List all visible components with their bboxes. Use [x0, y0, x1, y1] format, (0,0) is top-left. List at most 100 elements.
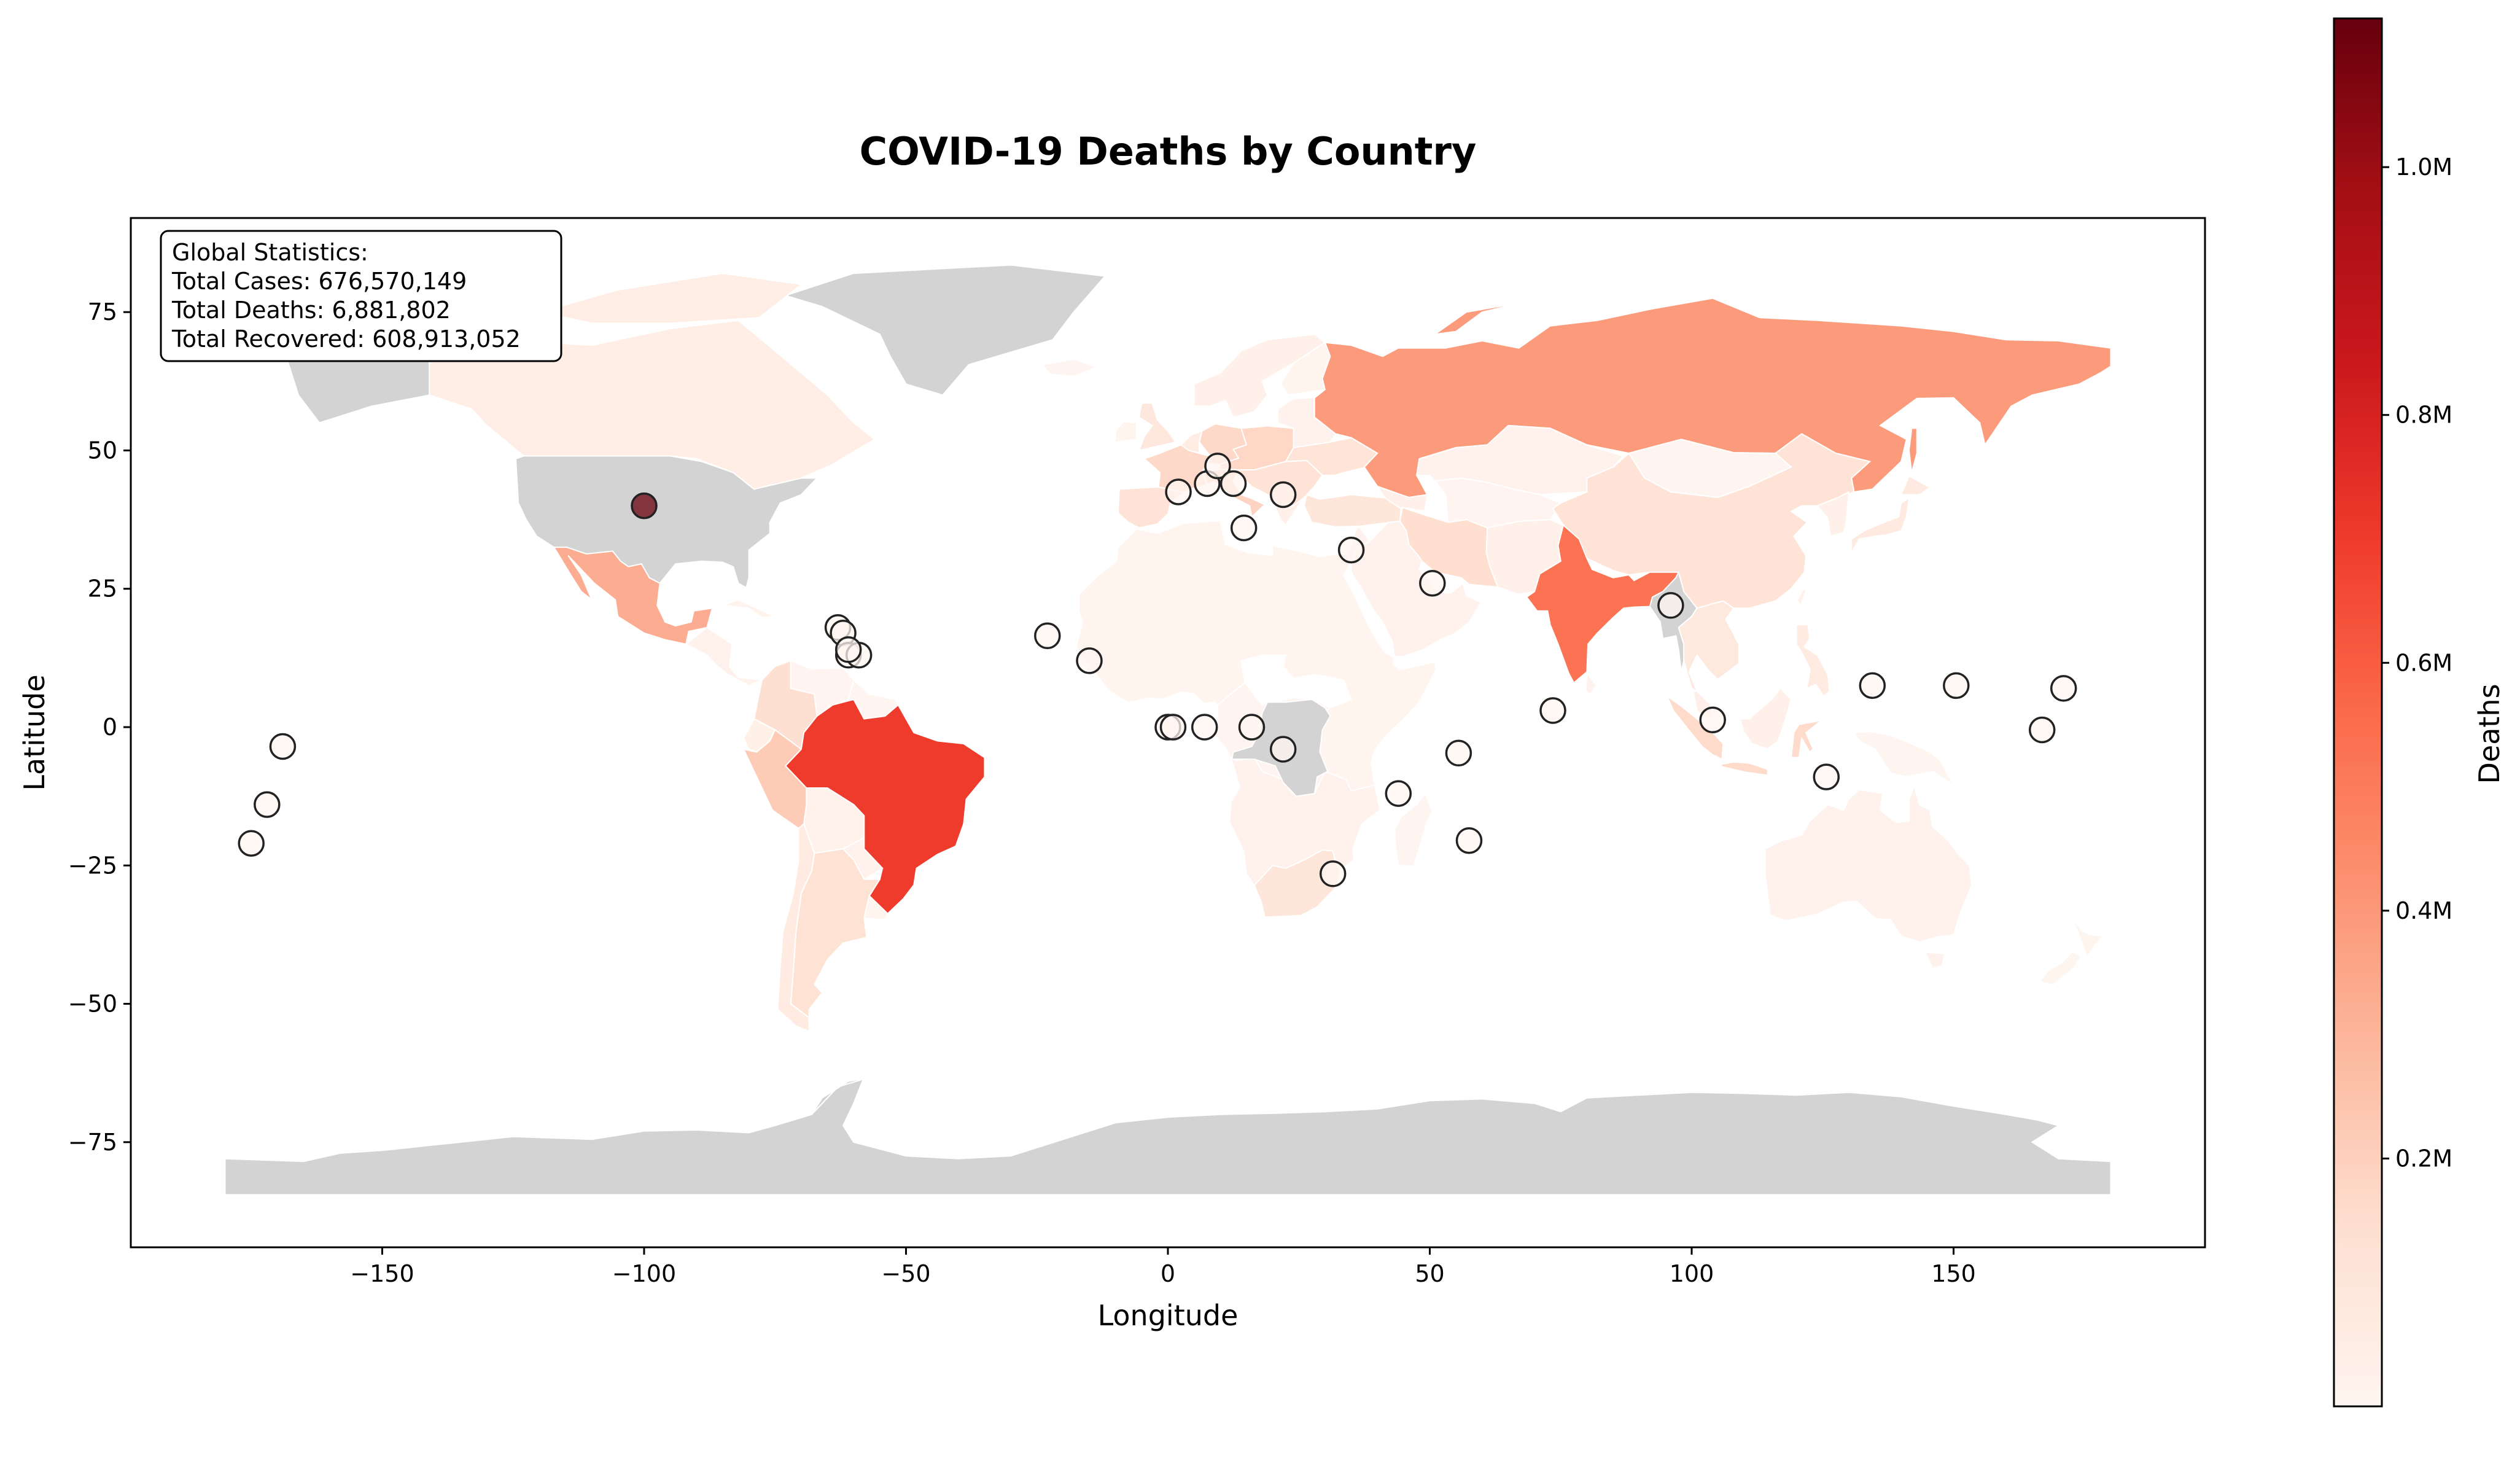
colorbar-gradient — [2333, 17, 2383, 1408]
stats-box-frame — [160, 230, 562, 362]
country-marker-25 — [1445, 739, 1472, 767]
global-statistics-box: Global Statistics: Total Cases: 676,570,… — [160, 230, 562, 362]
region-caucasus — [1375, 485, 1428, 512]
country-marker-20 — [1230, 514, 1258, 542]
x-tick-label: −50 — [881, 1260, 930, 1287]
region-sulawesi — [1790, 720, 1822, 758]
region-caribbean — [722, 599, 778, 618]
colorbar-ticks: 0.2M 0.4M 0.6M 0.8M 1.0M — [2382, 154, 2452, 1172]
region-novaya-zemlya — [1434, 302, 1525, 335]
region-venezuela — [790, 660, 855, 717]
x-tick-label: 150 — [1931, 1260, 1976, 1287]
x-tick-label: 50 — [1415, 1260, 1444, 1287]
region-greenland — [783, 264, 1106, 396]
region-tasmania — [1924, 951, 1946, 970]
x-axis-label: Longitude — [1098, 1299, 1239, 1332]
region-sakhalin — [1908, 427, 1918, 473]
country-marker-8 — [834, 636, 862, 663]
x-axis-ticks: −150 −100 −50 0 50 100 150 — [350, 1247, 1976, 1287]
country-marker-26 — [1455, 827, 1483, 854]
region-korea — [1816, 491, 1850, 537]
country-marker-22 — [1337, 536, 1365, 564]
country-marker-15 — [1269, 736, 1297, 763]
stats-heading: Global Statistics: — [172, 239, 368, 266]
country-marker-18 — [1204, 452, 1231, 480]
region-new-zealand-north — [2072, 918, 2104, 959]
country-marker-2 — [254, 791, 281, 818]
country-marker-0 — [631, 492, 658, 520]
country-marker-12 — [1159, 714, 1187, 741]
country-marker-1 — [238, 830, 265, 857]
region-benelux — [1180, 430, 1203, 454]
region-antarctic-peninsula — [811, 1077, 870, 1115]
colorbar: 0.2M 0.4M 0.6M 0.8M 1.0M Deaths — [2333, 17, 2506, 1408]
country-marker-27 — [1319, 860, 1347, 887]
country-marker-3 — [269, 733, 297, 760]
country-marker-21 — [1269, 481, 1297, 508]
region-iceland — [1041, 358, 1099, 377]
x-tick-label: 0 — [1161, 1260, 1175, 1287]
region-ireland — [1114, 421, 1137, 443]
country-marker-34 — [2028, 716, 2056, 744]
country-marker-35 — [2050, 675, 2077, 702]
country-marker-30 — [1699, 706, 1726, 734]
y-tick-label: 0 — [103, 714, 117, 741]
y-tick-label: 50 — [88, 437, 117, 464]
y-tick-label: −75 — [68, 1129, 117, 1156]
x-tick-label: 100 — [1670, 1260, 1714, 1287]
region-arabian-peninsula — [1350, 520, 1482, 657]
country-marker-13 — [1191, 714, 1218, 741]
stats-total-cases: Total Cases: 676,570,149 — [171, 268, 467, 295]
country-marker-9 — [1034, 622, 1061, 650]
country-markers — [238, 452, 2077, 887]
region-new-zealand-south — [2039, 950, 2082, 986]
stats-total-deaths: Total Deaths: 6,881,802 — [171, 297, 451, 324]
region-canada — [429, 319, 876, 490]
colorbar-tick-label: 0.8M — [2395, 402, 2452, 429]
colorbar-tick-label: 1.0M — [2395, 154, 2452, 181]
region-japan — [1851, 496, 1910, 555]
colorbar-tick-label: 0.4M — [2395, 897, 2452, 924]
region-mexico — [553, 547, 714, 645]
colorbar-tick-label: 0.6M — [2395, 649, 2452, 676]
region-madagascar — [1394, 792, 1433, 867]
country-marker-19 — [1219, 470, 1247, 497]
y-tick-label: 75 — [88, 298, 117, 325]
region-philippines — [1795, 624, 1830, 697]
region-canadian-arctic — [539, 273, 803, 324]
country-marker-24 — [1385, 780, 1412, 807]
country-regions — [224, 264, 2112, 1196]
country-marker-23 — [1419, 569, 1446, 597]
x-tick-label: −150 — [350, 1260, 414, 1287]
region-new-guinea — [1853, 731, 1954, 786]
region-ukraine — [1285, 437, 1379, 476]
country-marker-10 — [1076, 647, 1103, 674]
y-tick-label: −50 — [68, 991, 117, 1018]
region-greece — [1274, 497, 1305, 526]
region-hokkaido — [1900, 475, 1932, 496]
country-marker-29 — [1657, 592, 1684, 619]
region-antarctica — [224, 1075, 2112, 1196]
chart-title: COVID-19 Deaths by Country — [860, 129, 1477, 174]
region-north-africa — [1075, 520, 1437, 792]
region-sri-lanka — [1585, 671, 1598, 696]
colorbar-label: Deaths — [2473, 684, 2506, 784]
colorbar-tick-label: 0.2M — [2395, 1145, 2452, 1172]
region-indochina — [1678, 600, 1740, 693]
country-marker-28 — [1539, 697, 1566, 724]
region-borneo — [1739, 687, 1792, 750]
y-tick-label: 25 — [88, 575, 117, 602]
region-uk — [1138, 402, 1177, 451]
country-marker-33 — [1943, 672, 1970, 699]
x-tick-label: −100 — [612, 1260, 676, 1287]
country-marker-14 — [1238, 714, 1266, 741]
region-australia — [1764, 784, 1973, 943]
country-marker-31 — [1813, 763, 1840, 790]
y-axis-ticks: 75 50 25 0 −25 −50 −75 — [68, 298, 131, 1156]
region-taiwan — [1796, 586, 1807, 607]
region-uruguay — [863, 894, 889, 921]
country-marker-16 — [1165, 478, 1192, 505]
stats-total-recovered: Total Recovered: 608,913,052 — [171, 325, 521, 353]
